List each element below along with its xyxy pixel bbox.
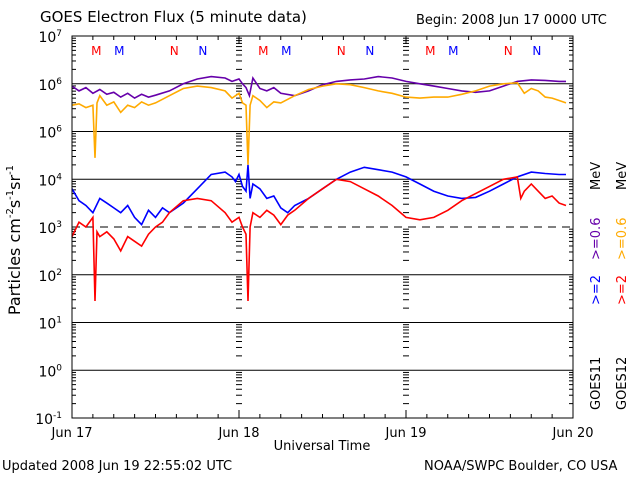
y-axis-label: Particles cm-2s-1sr-1 <box>5 165 24 315</box>
x-tick-label: Jun 20 <box>552 426 594 441</box>
top-marker-n: N <box>337 44 346 58</box>
top-marker-m: M <box>91 44 101 58</box>
x-axis-label: Universal Time <box>274 439 371 454</box>
top-marker-m: M <box>114 44 124 58</box>
credit-label: NOAA/SWPC Boulder, CO USA <box>424 459 618 474</box>
x-tick-label: Jun 19 <box>385 426 427 441</box>
y-tick-label: 10-1 <box>35 411 62 428</box>
top-marker-m: M <box>258 44 268 58</box>
y-tick-label: 100 <box>38 363 62 380</box>
top-marker-m: M <box>281 44 291 58</box>
gridlines <box>72 83 573 371</box>
legend-satellite: GOES12 <box>615 357 630 410</box>
legend-energy-0-6mev: >=0.6 <box>589 218 604 260</box>
legend-energy-0-6mev: >=0.6 <box>615 218 630 260</box>
top-marker-n: N <box>532 44 541 58</box>
series-line-goes11-2-mev <box>71 164 566 226</box>
series-line-goes12-0-6-mev <box>71 81 567 165</box>
legend-unit: MeV <box>615 162 630 190</box>
y-tick-label: 107 <box>38 29 62 46</box>
top-marker-n: N <box>365 44 374 58</box>
top-marker-n: N <box>170 44 179 58</box>
top-marker-n: N <box>198 44 207 58</box>
legend-column-goes12: GOES12 >=2 >=0.6 MeV <box>615 162 630 410</box>
y-tick-label: 106 <box>38 77 62 94</box>
data-series <box>71 75 567 302</box>
plot-frame <box>71 35 574 419</box>
legend: GOES11 >=2 >=0.6 MeV GOES12 >=2 >=0.6 MeV <box>589 162 630 410</box>
updated-time: Updated 2008 Jun 19 22:55:02 UTC <box>2 459 233 474</box>
series-line-goes11-0-6-mev <box>71 75 566 100</box>
top-marker-m: M <box>448 44 458 58</box>
y-tick-label: 106 <box>38 125 62 142</box>
top-marker-n: N <box>504 44 513 58</box>
legend-column-goes11: GOES11 >=2 >=0.6 MeV <box>589 162 604 410</box>
chart-title: GOES Electron Flux (5 minute data) <box>40 8 307 26</box>
series-line-goes12-2-mev <box>71 175 567 302</box>
y-tick-label: 101 <box>38 316 62 333</box>
x-tick-label: Jun 17 <box>51 426 93 441</box>
legend-energy-2mev: >=2 <box>615 275 630 305</box>
top-marker-m: M <box>425 44 435 58</box>
y-tick-label: 103 <box>38 220 62 237</box>
legend-energy-2mev: >=2 <box>589 275 604 305</box>
x-tick-labels: Jun 17 Jun 18 Jun 19 Jun 20 <box>51 426 594 441</box>
legend-unit: MeV <box>589 162 604 190</box>
begin-time: Begin: 2008 Jun 17 0000 UTC <box>416 13 607 28</box>
x-tick-label: Jun 18 <box>218 426 260 441</box>
y-tick-label: 104 <box>38 172 62 189</box>
y-tick-labels: 107 106 106 104 103 102 101 100 10-1 <box>35 29 62 428</box>
legend-satellite: GOES11 <box>589 357 604 410</box>
y-tick-label: 102 <box>38 268 62 285</box>
